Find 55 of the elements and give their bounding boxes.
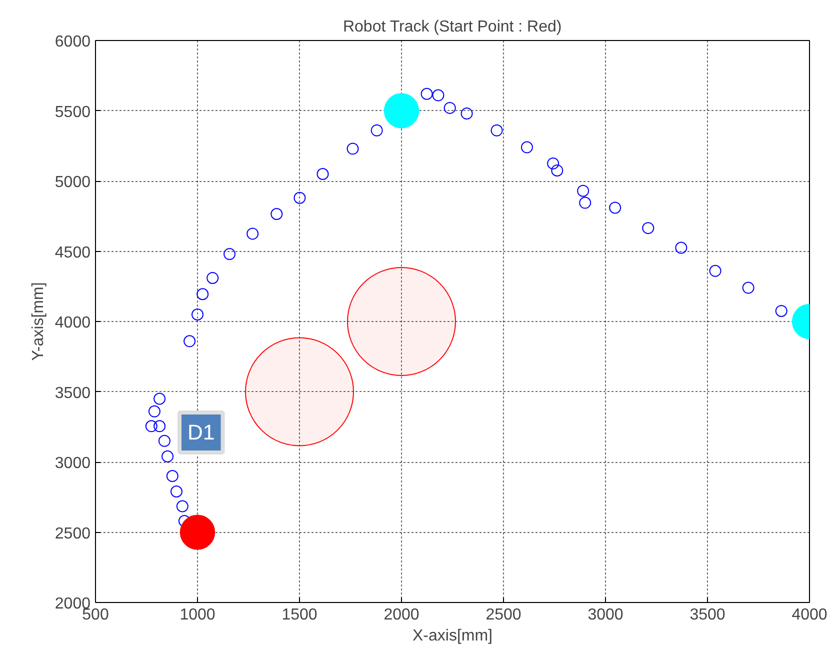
point <box>742 282 754 294</box>
point <box>520 141 533 154</box>
y-tick-label: 4500 <box>54 244 91 262</box>
point <box>170 486 182 498</box>
point <box>166 470 178 482</box>
chart-title: Robot Track (Start Point : Red) <box>342 18 562 36</box>
annotation: D1 <box>188 420 215 444</box>
point <box>316 168 329 180</box>
x-tick-label: 4000 <box>792 606 828 624</box>
x-tick-label: 3500 <box>690 606 726 624</box>
point <box>346 142 359 155</box>
x-tick-label: 2000 <box>384 606 420 624</box>
point <box>154 420 166 432</box>
point <box>270 208 283 220</box>
y-tick-label: 6000 <box>54 34 91 50</box>
x-tick-label: 1500 <box>282 606 318 624</box>
x-axis-title: X-axis[mm] <box>412 628 492 644</box>
point <box>192 308 204 320</box>
point <box>370 124 383 136</box>
x-tick-label: 2500 <box>486 606 522 624</box>
point <box>148 405 160 418</box>
point <box>579 196 592 209</box>
y-tick-label: 2500 <box>54 525 91 542</box>
point <box>460 108 473 120</box>
point <box>490 124 503 136</box>
point <box>551 164 564 176</box>
point <box>196 288 209 300</box>
point <box>145 420 158 432</box>
point <box>642 222 654 234</box>
y-tick-label: 4000 <box>54 314 91 332</box>
point <box>675 242 688 254</box>
point <box>609 202 622 214</box>
x-tick-label: 3000 <box>588 606 624 624</box>
point <box>577 184 590 197</box>
point <box>158 434 170 447</box>
point <box>224 248 236 260</box>
y-tick-label: 5000 <box>54 174 91 191</box>
x-tick-label: 1000 <box>180 606 216 624</box>
y-tick-label: 3500 <box>54 384 91 402</box>
point <box>709 264 722 277</box>
point <box>294 192 306 204</box>
point <box>206 272 219 284</box>
y-tick-label: 5500 <box>54 104 91 121</box>
point <box>775 304 788 317</box>
point <box>246 228 259 240</box>
point <box>547 157 560 170</box>
point <box>184 335 196 348</box>
y-tick-label: 3000 <box>54 455 91 472</box>
point <box>444 102 456 114</box>
point <box>432 89 444 102</box>
point <box>176 500 188 512</box>
point <box>154 392 166 405</box>
y-axis-title: Y-axis[mm] <box>30 282 47 361</box>
point <box>420 88 433 100</box>
point <box>162 450 174 462</box>
